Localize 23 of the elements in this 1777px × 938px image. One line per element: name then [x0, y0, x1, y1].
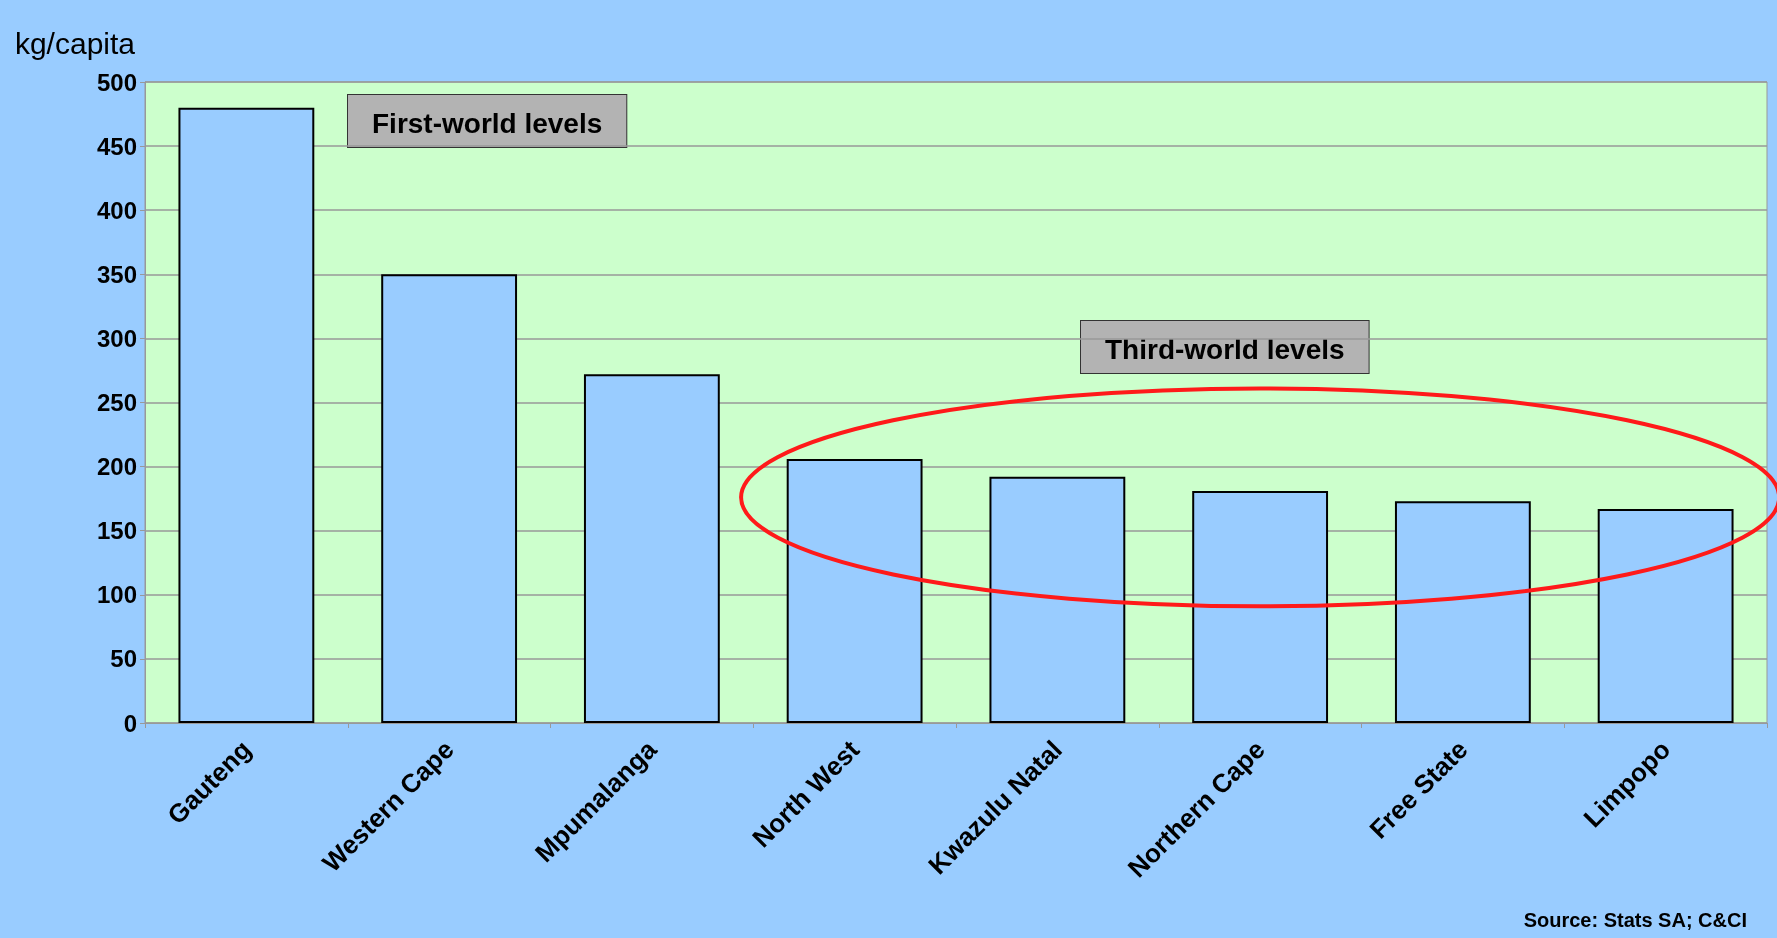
- bar: [1192, 490, 1329, 723]
- y-tick-label: 50: [110, 645, 137, 673]
- y-axis-title: kg/capita: [14, 26, 136, 60]
- y-tick-label: 0: [123, 709, 137, 737]
- y-tick-label: 100: [96, 581, 137, 609]
- bar: [1597, 508, 1734, 723]
- bar: [178, 107, 315, 723]
- y-tick-label: 450: [96, 132, 137, 160]
- y-tick-label: 400: [96, 196, 137, 224]
- bar: [1394, 501, 1531, 723]
- annotation: Third-world levels: [1105, 333, 1345, 365]
- y-tick-label: 250: [96, 389, 137, 416]
- source-note: Source: Stats SA; C&CI: [1523, 909, 1748, 931]
- y-tick-label: 150: [96, 517, 137, 545]
- bar: [381, 274, 518, 723]
- y-tick-label: 300: [96, 324, 137, 352]
- bar: [786, 458, 923, 723]
- bar: [989, 476, 1126, 723]
- y-tick-label: 500: [96, 68, 137, 96]
- y-tick-label: 350: [96, 260, 137, 288]
- bar: [583, 374, 720, 723]
- y-tick-label: 200: [96, 453, 137, 481]
- annotation: First-world levels: [372, 107, 603, 139]
